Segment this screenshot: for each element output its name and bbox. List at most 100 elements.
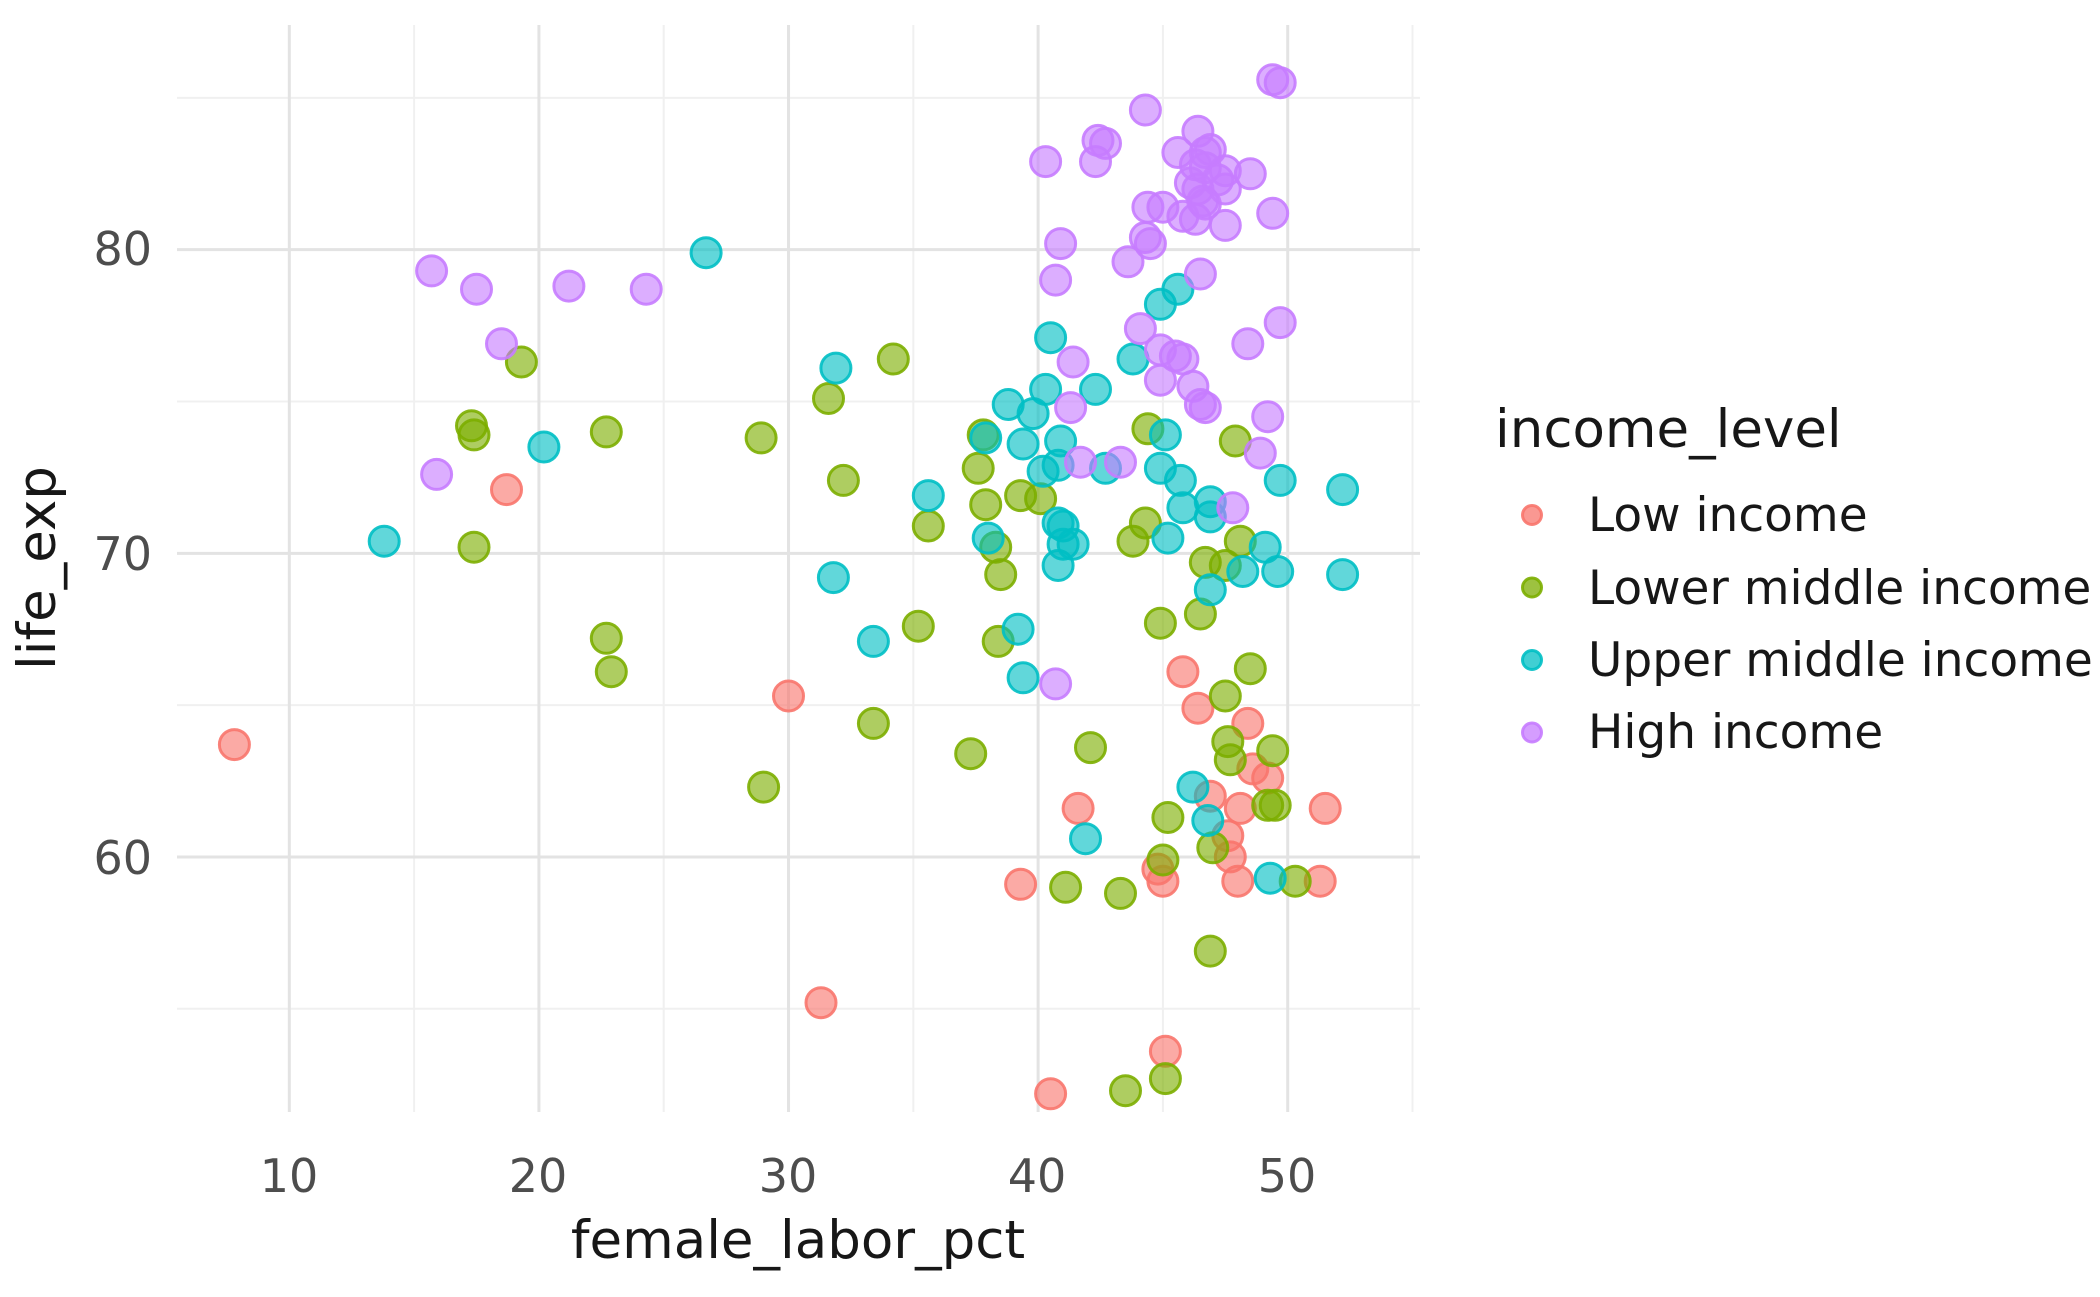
data-point — [1148, 1034, 1182, 1068]
data-point — [1109, 1074, 1142, 1108]
data-point — [1056, 527, 1090, 561]
data-point — [527, 430, 561, 464]
data-point — [1193, 573, 1227, 607]
data-point — [1326, 558, 1360, 592]
x-tick-40: 40 — [1008, 1149, 1067, 1203]
legend-keys — [1521, 504, 1543, 744]
data-point — [1133, 227, 1167, 261]
data-point — [1029, 372, 1063, 406]
data-point — [1253, 861, 1287, 895]
data-point — [816, 561, 850, 595]
data-point — [1261, 555, 1295, 588]
series-low-income — [217, 473, 1342, 1111]
data-point — [1044, 424, 1078, 458]
legend-key-dot — [1521, 504, 1543, 526]
data-point — [490, 473, 523, 507]
data-point — [552, 269, 586, 303]
data-point — [1193, 934, 1227, 968]
x-axis-title: female_labor_pct — [571, 1210, 1025, 1271]
data-point — [1039, 263, 1073, 297]
data-point — [420, 457, 454, 491]
data-point — [1034, 321, 1068, 355]
data-point — [1243, 436, 1277, 470]
data-point — [1251, 400, 1285, 434]
data-point — [1181, 691, 1215, 725]
data-point — [1258, 788, 1292, 822]
legend-label-high-income: High income — [1588, 705, 1883, 760]
data-point — [1116, 342, 1150, 376]
data-point — [1064, 445, 1097, 479]
legend: income_level Low income Lower middle inc… — [1495, 399, 2093, 760]
data-point — [744, 421, 778, 455]
data-point — [1151, 801, 1185, 834]
data-point — [1231, 327, 1265, 361]
data-point — [589, 621, 623, 655]
data-point — [772, 679, 805, 713]
data-point — [1263, 463, 1297, 497]
data-point — [1128, 93, 1162, 127]
data-point — [1148, 418, 1182, 452]
data-point — [1061, 791, 1095, 825]
data-point — [457, 418, 491, 452]
data-point — [1151, 521, 1185, 555]
data-point — [1166, 342, 1200, 376]
data-point — [911, 479, 945, 513]
data-point — [812, 382, 845, 415]
data-point — [485, 327, 518, 361]
data-point — [1208, 679, 1242, 713]
data-point — [1233, 157, 1267, 191]
data-point — [1263, 66, 1297, 100]
data-point — [1163, 463, 1197, 497]
data-point — [984, 558, 1018, 592]
data-point — [1146, 843, 1180, 877]
data-point — [1208, 172, 1242, 206]
data-point — [1039, 667, 1073, 701]
data-point — [1233, 652, 1267, 686]
data-point — [589, 415, 623, 449]
data-point — [457, 530, 491, 564]
data-point — [1074, 731, 1107, 765]
data-point — [1006, 661, 1040, 695]
data-point — [1326, 473, 1360, 507]
data-point — [1049, 870, 1083, 904]
legend-key-dot — [1521, 649, 1543, 671]
data-point — [1161, 272, 1195, 306]
data-point — [1251, 761, 1285, 795]
data-point — [594, 655, 628, 689]
data-point — [1079, 372, 1112, 406]
data-point — [954, 737, 988, 771]
data-point — [911, 509, 945, 543]
y-tick-60: 60 — [93, 831, 152, 885]
data-point — [1044, 227, 1078, 261]
data-point — [961, 451, 995, 485]
legend-key-dot — [1521, 576, 1543, 599]
data-point — [1128, 506, 1162, 540]
legend-label-upper-middle-income: Upper middle income — [1588, 633, 2093, 688]
data-point — [856, 706, 890, 740]
series-high-income — [415, 63, 1297, 701]
data-point — [1208, 208, 1242, 242]
data-point — [1223, 791, 1257, 825]
data-point — [217, 728, 251, 762]
data-point — [689, 236, 723, 270]
data-point — [1004, 867, 1038, 901]
series-lower-middle-income — [455, 342, 1312, 1108]
data-point — [876, 342, 910, 376]
y-axis-tick-labels: 80 70 60 — [93, 222, 152, 885]
data-point — [1166, 491, 1200, 525]
data-point — [747, 770, 781, 804]
data-point — [1148, 1062, 1182, 1096]
data-point — [1176, 770, 1210, 804]
data-point — [856, 624, 890, 658]
data-point — [1143, 606, 1177, 640]
data-point — [1104, 445, 1137, 479]
data-point — [1123, 312, 1157, 346]
data-point — [415, 254, 449, 288]
data-point — [1034, 1077, 1068, 1111]
data-point — [367, 524, 401, 558]
data-point — [1006, 427, 1040, 461]
data-point — [1143, 363, 1177, 397]
data-point — [1213, 743, 1247, 777]
